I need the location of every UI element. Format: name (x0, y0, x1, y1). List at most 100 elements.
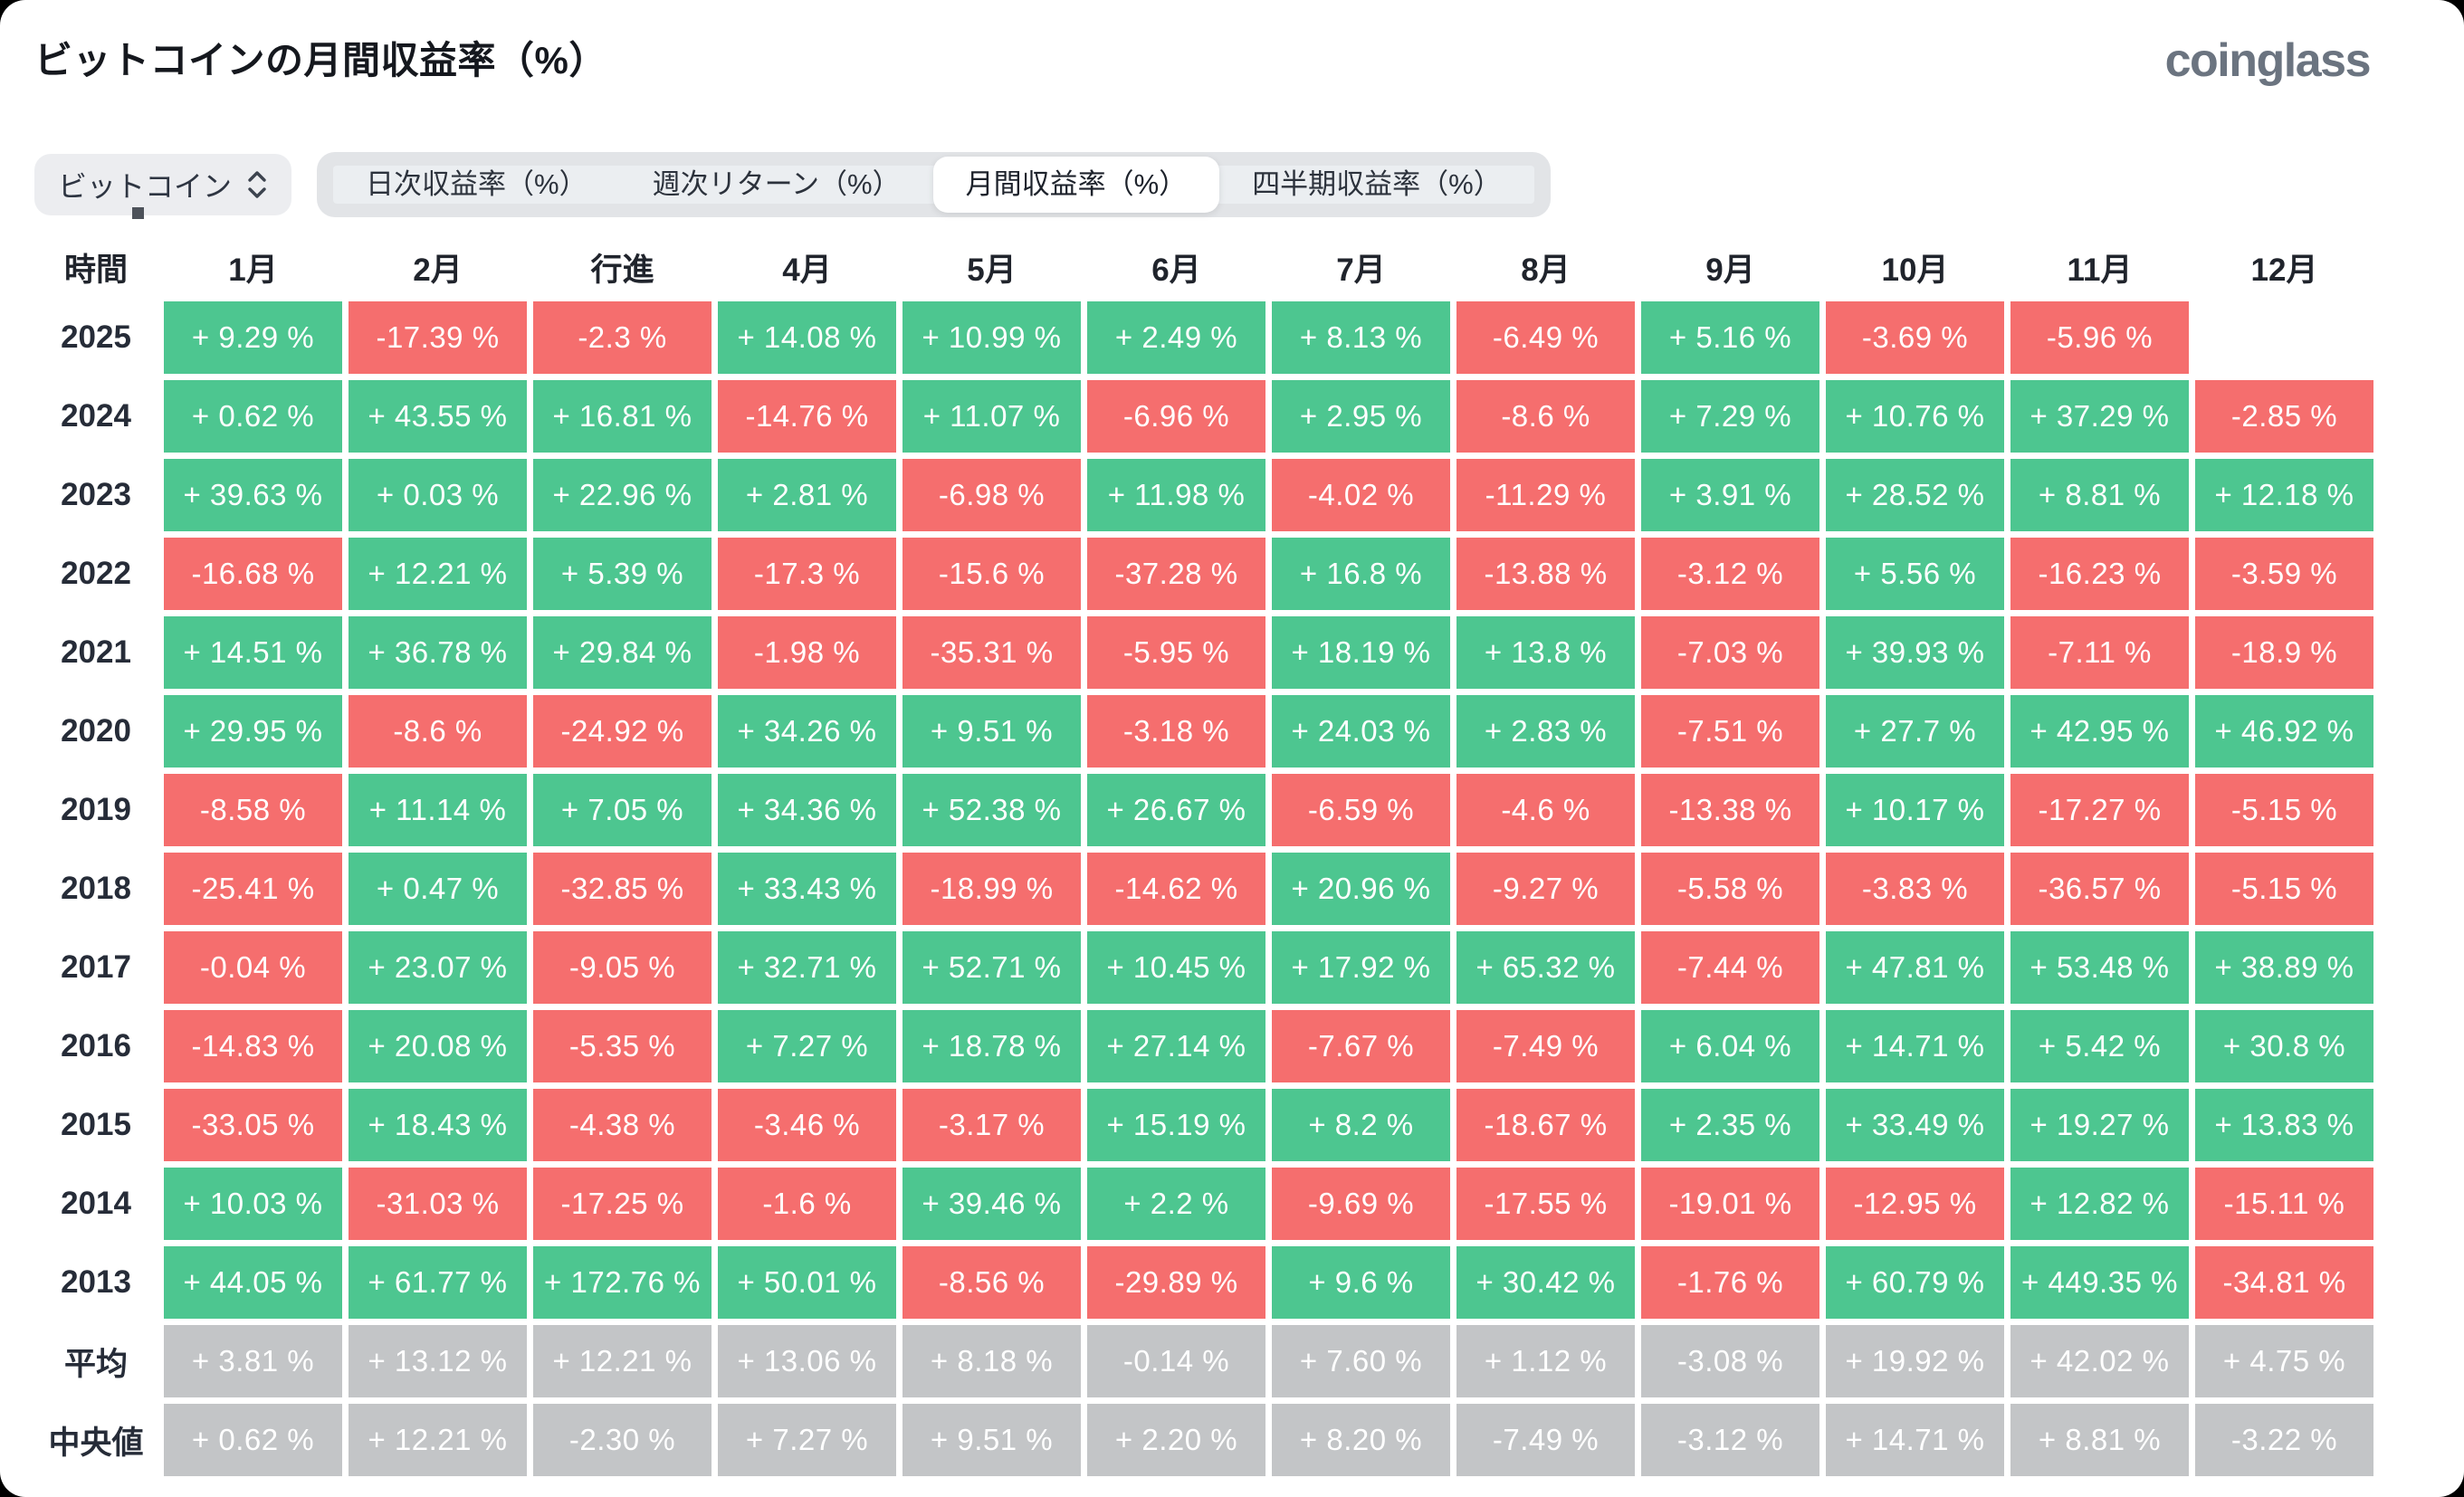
return-cell: + 6.04 % (1641, 1010, 1819, 1082)
return-cell: + 9.29 % (164, 301, 342, 374)
return-cell: -35.31 % (903, 616, 1081, 689)
return-cell: -7.11 % (2010, 616, 2189, 689)
return-cell: -33.05 % (164, 1089, 342, 1161)
return-cell: + 2.2 % (1087, 1168, 1265, 1240)
return-cell: -34.81 % (2195, 1246, 2373, 1319)
return-cell: + 18.19 % (1272, 616, 1450, 689)
return-cell: -8.6 % (349, 695, 527, 768)
row-label: 2025 (61, 319, 131, 355)
return-cell: + 29.95 % (164, 695, 342, 768)
row-label: 2024 (61, 398, 131, 434)
return-cell: -24.92 % (533, 695, 712, 768)
return-cell: -5.96 % (2010, 301, 2189, 374)
return-cell: -4.6 % (1456, 774, 1635, 846)
column-header-month: 1月 (228, 252, 278, 288)
return-cell: + 12.21 % (349, 1404, 527, 1476)
return-cell: -7.51 % (1641, 695, 1819, 768)
period-tab[interactable]: 月間収益率（%） (932, 157, 1220, 213)
coinglass-logo: coinglass (2164, 34, 2372, 87)
return-cell: -4.02 % (1272, 459, 1450, 531)
period-tab[interactable]: 四半期収益率（%） (1219, 166, 1534, 204)
return-cell: -3.83 % (1826, 853, 2004, 925)
return-cell: + 8.13 % (1272, 301, 1450, 374)
row-label: 2017 (61, 949, 131, 985)
return-cell: -16.23 % (2010, 538, 2189, 610)
return-cell: + 0.03 % (349, 459, 527, 531)
return-cell: + 20.08 % (349, 1010, 527, 1082)
row-label: 2022 (61, 556, 131, 591)
return-cell: -19.01 % (1641, 1168, 1819, 1240)
return-cell: + 12.21 % (533, 1325, 712, 1397)
period-tab[interactable]: 日次収益率（%） (333, 166, 620, 204)
return-cell: + 13.8 % (1456, 616, 1635, 689)
return-cell: + 13.12 % (349, 1325, 527, 1397)
page-title: ビットコインの月間収益率（%） (34, 39, 607, 81)
return-cell: + 36.78 % (349, 616, 527, 689)
return-cell: -14.76 % (718, 380, 896, 453)
return-cell: + 2.83 % (1456, 695, 1635, 768)
return-cell: -3.59 % (2195, 538, 2373, 610)
return-cell: + 8.20 % (1272, 1404, 1450, 1476)
row-label: 2016 (61, 1028, 131, 1063)
return-cell: + 13.06 % (718, 1325, 896, 1397)
return-cell: + 14.08 % (718, 301, 896, 374)
return-cell: + 52.38 % (903, 774, 1081, 846)
return-cell: + 61.77 % (349, 1246, 527, 1319)
return-cell: -3.46 % (718, 1089, 896, 1161)
return-cell: + 9.51 % (903, 1404, 1081, 1476)
return-cell: -3.12 % (1641, 1404, 1819, 1476)
return-cell: + 42.02 % (2010, 1325, 2189, 1397)
return-cell: -16.68 % (164, 538, 342, 610)
return-cell: -3.22 % (2195, 1404, 2373, 1476)
return-cell: + 60.79 % (1826, 1246, 2004, 1319)
return-cell: + 9.51 % (903, 695, 1081, 768)
return-cell: + 12.18 % (2195, 459, 2373, 531)
return-cell: + 34.26 % (718, 695, 896, 768)
return-cell: -6.49 % (1456, 301, 1635, 374)
return-cell: + 38.89 % (2195, 931, 2373, 1004)
return-cell: -2.3 % (533, 301, 712, 374)
return-cell: + 0.62 % (164, 380, 342, 453)
return-cell: -1.76 % (1641, 1246, 1819, 1319)
dropdown-notch (132, 207, 144, 219)
row-label: 2014 (61, 1186, 131, 1221)
return-cell: -18.9 % (2195, 616, 2373, 689)
return-cell: + 39.93 % (1826, 616, 2004, 689)
row-label: 2015 (61, 1107, 131, 1142)
return-cell: + 19.92 % (1826, 1325, 2004, 1397)
return-cell: -6.98 % (903, 459, 1081, 531)
return-cell: + 3.91 % (1641, 459, 1819, 531)
return-cell: + 1.12 % (1456, 1325, 1635, 1397)
return-cell: + 7.60 % (1272, 1325, 1450, 1397)
return-cell: -36.57 % (2010, 853, 2189, 925)
return-cell: + 43.55 % (349, 380, 527, 453)
coin-select[interactable]: ビットコイン (34, 154, 292, 215)
period-tabs: 日次収益率（%） 週次リターン（%） 月間収益率（%） 四半期収益率（%） (317, 152, 1551, 217)
return-cell: -5.58 % (1641, 853, 1819, 925)
return-cell: -7.49 % (1456, 1010, 1635, 1082)
return-cell: -13.38 % (1641, 774, 1819, 846)
return-cell: -15.6 % (903, 538, 1081, 610)
return-cell: + 8.2 % (1272, 1089, 1450, 1161)
return-cell: -13.88 % (1456, 538, 1635, 610)
return-cell: -3.12 % (1641, 538, 1819, 610)
period-tab[interactable]: 週次リターン（%） (620, 166, 933, 204)
return-cell: -9.05 % (533, 931, 712, 1004)
return-cell: + 16.81 % (533, 380, 712, 453)
return-cell: -5.15 % (2195, 774, 2373, 846)
return-cell: -1.98 % (718, 616, 896, 689)
return-cell: + 449.35 % (2010, 1246, 2189, 1319)
return-cell: -6.59 % (1272, 774, 1450, 846)
return-cell: + 28.52 % (1826, 459, 2004, 531)
return-cell: -3.17 % (903, 1089, 1081, 1161)
return-cell: + 22.96 % (533, 459, 712, 531)
return-cell: + 42.95 % (2010, 695, 2189, 768)
return-cell: + 17.92 % (1272, 931, 1450, 1004)
return-cell: -29.89 % (1087, 1246, 1265, 1319)
return-cell: + 33.49 % (1826, 1089, 2004, 1161)
return-cell: + 7.27 % (718, 1010, 896, 1082)
return-cell: + 11.07 % (903, 380, 1081, 453)
return-cell: -4.38 % (533, 1089, 712, 1161)
return-cell: + 2.20 % (1087, 1404, 1265, 1476)
return-cell: -9.27 % (1456, 853, 1635, 925)
